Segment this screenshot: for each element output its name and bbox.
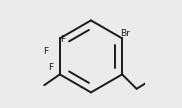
- Text: F: F: [43, 47, 48, 56]
- Text: F: F: [60, 35, 65, 44]
- Text: F: F: [48, 63, 53, 72]
- Text: Br: Br: [120, 29, 130, 38]
